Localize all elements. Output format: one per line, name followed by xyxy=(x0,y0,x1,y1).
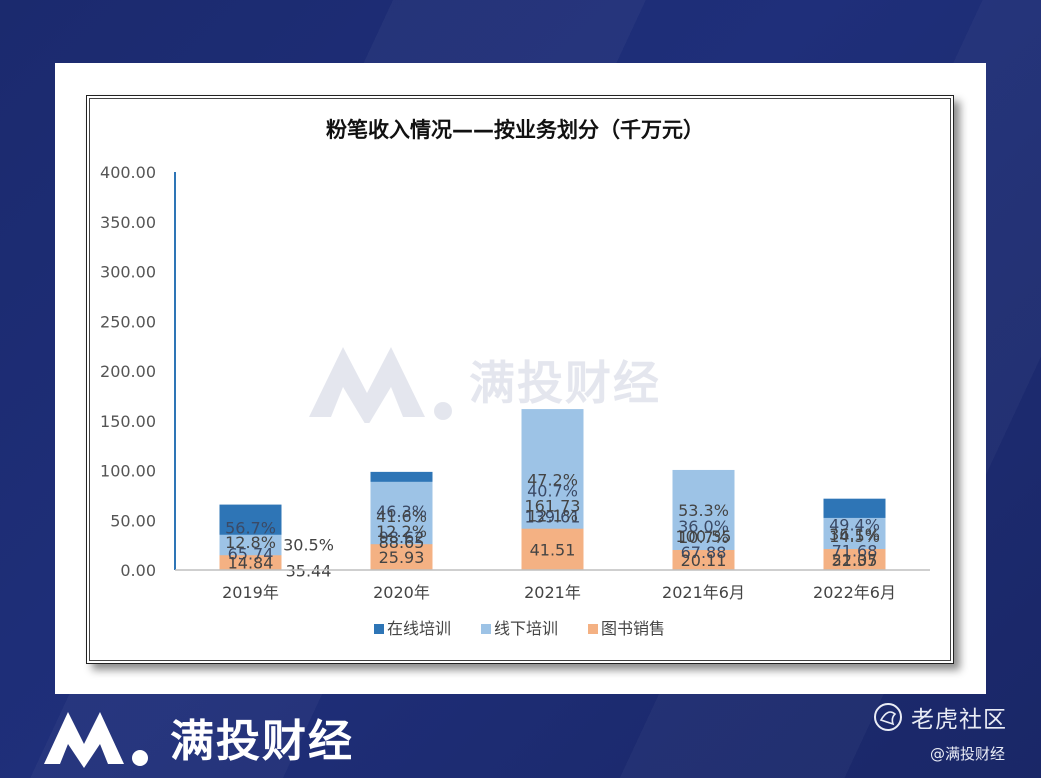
data-label-percent: 12.2% xyxy=(376,522,427,541)
legend-swatch xyxy=(588,624,598,634)
tiger-icon xyxy=(874,703,902,731)
data-label-percent: 41.6% xyxy=(376,507,427,526)
data-label-value: 14.84 xyxy=(228,554,274,573)
data-label-value: 41.51 xyxy=(530,540,576,559)
data-label-percent: 49.4% xyxy=(829,515,880,534)
x-tick-label: 2021年 xyxy=(524,583,581,602)
tiger-community-mark: 老虎社区 xyxy=(873,700,1007,734)
data-labels: 56.7% 65.74 30.5% 35.44 12.8% 14.84 46.3% 98.62… xyxy=(225,471,880,581)
data-label-percent: 14.5% xyxy=(829,527,880,546)
data-label-percent: 47.2% xyxy=(527,471,578,490)
y-tick-label: 300.00 xyxy=(100,263,156,282)
data-label-percent: 40.7% xyxy=(527,482,578,501)
y-tick-label: 0.00 xyxy=(120,561,156,580)
y-tick-label: 200.00 xyxy=(100,362,156,381)
x-axis: 2019年 2020年 2021年 2021年6月 2022年6月 xyxy=(175,569,930,602)
bars xyxy=(219,409,886,570)
data-label-value: 98.62 xyxy=(379,528,425,547)
chart-title: 粉笔收入情况——按业务划分（千万元） xyxy=(326,118,704,142)
data-label-value: 67.88 xyxy=(681,543,727,562)
data-label-value: 35.44 xyxy=(286,561,332,580)
legend: 在线培训 线下培训 图书销售 xyxy=(374,619,665,638)
y-tick-label: 350.00 xyxy=(100,213,156,232)
data-label-value: 20.11 xyxy=(681,551,727,570)
bar-segment xyxy=(672,549,735,570)
bar-segment xyxy=(521,528,584,570)
brand-name: 满投财经 xyxy=(170,716,354,767)
y-axis: 0.00 50.00 100.00 150.00 200.00 250.00 300.00 3… xyxy=(100,163,176,580)
y-tick-label: 150.00 xyxy=(100,412,156,431)
data-label-percent: 12.1% xyxy=(527,507,578,526)
y-tick-label: 250.00 xyxy=(100,312,156,331)
data-label-value: 25.93 xyxy=(379,548,425,567)
data-label-percent: 56.7% xyxy=(225,518,276,537)
bar-segment xyxy=(370,544,433,570)
data-label-value: 161.73 xyxy=(525,497,581,516)
data-label-percent: 36.0% xyxy=(678,517,729,536)
x-tick-label: 2021年6月 xyxy=(662,583,745,602)
legend-swatch xyxy=(481,624,491,634)
data-label-percent: 10.7% xyxy=(678,528,729,547)
y-tick-label: 50.00 xyxy=(110,511,156,530)
data-label-value: 71.68 xyxy=(832,541,878,560)
bar-segment xyxy=(823,549,886,570)
x-tick-label: 2022年6月 xyxy=(813,583,896,602)
data-label-value: 52.35 xyxy=(832,551,878,570)
x-tick-label: 2019年 xyxy=(222,583,279,602)
data-label-value: 100.55 xyxy=(676,527,732,546)
data-label-value: 21.07 xyxy=(832,551,878,570)
legend-swatch xyxy=(374,624,384,634)
data-label-value: 65.74 xyxy=(228,544,274,563)
y-tick-label: 400.00 xyxy=(100,163,156,182)
brand-logo: 满投财经 xyxy=(42,702,354,772)
author-handle: @满投财经 xyxy=(930,745,1006,763)
legend-label: 线下培训 xyxy=(494,619,558,638)
chart-frame-inner xyxy=(89,98,951,661)
data-label-percent: 36.1% xyxy=(829,525,880,544)
legend-label: 图书销售 xyxy=(601,619,665,638)
data-label-percent: 53.3% xyxy=(678,501,729,520)
bar-segment xyxy=(219,555,282,570)
brand-logo-icon xyxy=(44,712,148,768)
data-label-value: 139.61 xyxy=(525,508,581,527)
legend-label: 在线培训 xyxy=(387,619,451,638)
y-tick-label: 100.00 xyxy=(100,462,156,481)
data-label-percent: 46.3% xyxy=(376,502,427,521)
data-label-value: 88.65 xyxy=(379,533,425,552)
data-label-percent: 12.8% xyxy=(225,533,276,552)
community-name: 老虎社区 xyxy=(911,707,1007,733)
data-label-percent: 30.5% xyxy=(283,535,334,554)
x-tick-label: 2020年 xyxy=(373,583,430,602)
